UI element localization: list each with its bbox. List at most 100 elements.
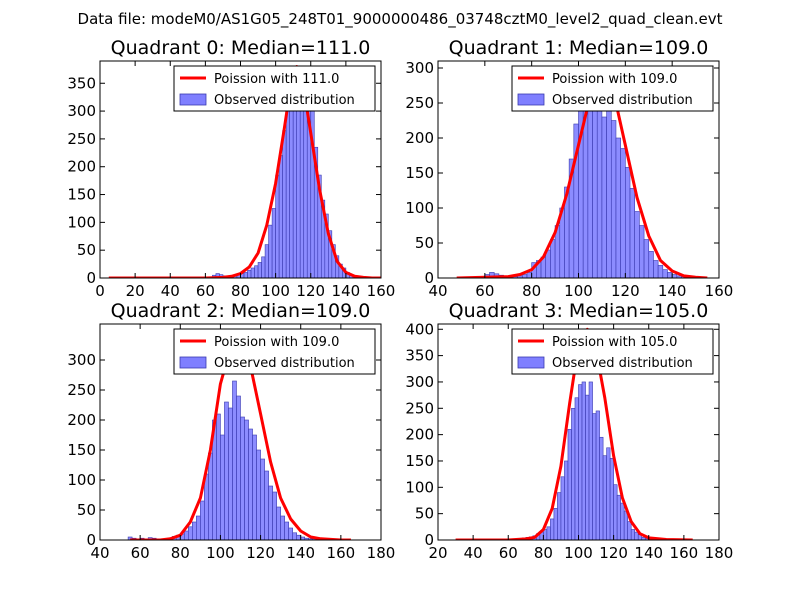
histogram-bars [511, 381, 657, 540]
legend-bar-swatch [517, 93, 545, 106]
histogram-bar [285, 110, 290, 278]
histogram-bar [567, 429, 572, 540]
histogram-bar [216, 413, 221, 540]
histogram-bar [220, 434, 225, 540]
y-tick-label: 150 [405, 452, 434, 470]
histogram-bar [254, 265, 259, 278]
histogram-bar [610, 120, 617, 278]
histogram-bar [232, 380, 237, 540]
histogram-bar [303, 88, 308, 278]
histogram-bars [484, 99, 706, 278]
histogram-bar [278, 155, 283, 278]
legend-label-observed: Observed distribution [552, 356, 693, 371]
histogram-bar [634, 531, 639, 540]
x-tick-label: 80 [231, 282, 250, 300]
figure-title: Data file: modeM0/AS1G05_248T01_90000004… [78, 10, 723, 29]
panel-title: Quadrant 2: Median=109.0 [111, 300, 371, 322]
histogram-bar [275, 174, 280, 278]
histogram-bar [581, 381, 586, 540]
x-tick-label: 40 [464, 544, 483, 562]
y-tick-label: 300 [67, 351, 96, 369]
x-tick-label: 160 [327, 544, 356, 562]
histogram-bar [620, 502, 625, 540]
histogram-bar [236, 395, 241, 540]
y-tick-label: 0 [86, 269, 96, 287]
histogram-bar [280, 515, 285, 540]
histogram-bar [557, 492, 562, 540]
histogram-bar [243, 272, 248, 278]
histogram-bar [224, 401, 229, 540]
histogram-bar [264, 470, 269, 540]
histogram-bar [601, 116, 607, 278]
histogram-bar [671, 274, 678, 278]
legend-label-fit: Poission with 109.0 [214, 335, 339, 350]
histogram-bar [625, 167, 631, 278]
legend-box [173, 328, 376, 375]
x-tick-label: 180 [367, 544, 396, 562]
x-tick-label: 20 [428, 544, 447, 562]
histogram-bar [268, 224, 273, 278]
histogram-bar [296, 534, 302, 540]
panel-title: Quadrant 0: Median=111.0 [111, 37, 371, 59]
y-tick-label: 250 [67, 381, 96, 399]
histogram-bar [564, 460, 569, 540]
histogram-bar [602, 455, 607, 540]
legend-box [173, 65, 376, 112]
legend-label-observed: Observed distribution [214, 93, 355, 108]
legend: Poission with 111.0 Observed distribution [173, 65, 376, 112]
histogram-bar [296, 82, 301, 278]
x-tick-label: 140 [658, 282, 687, 300]
y-tick-label: 150 [67, 441, 96, 459]
histogram-bar [288, 527, 293, 540]
histogram-bar [615, 137, 621, 278]
histogram-bar [545, 249, 551, 278]
histogram-bar [188, 526, 193, 540]
histogram-bar [588, 381, 593, 540]
y-tick-label: 50 [415, 505, 434, 523]
legend-label-fit: Poission with 105.0 [552, 335, 677, 350]
histogram-bar [639, 225, 645, 278]
y-tick-label: 100 [405, 199, 434, 217]
histogram-bar [596, 106, 603, 278]
x-tick-label: 60 [475, 282, 494, 300]
histogram-bar [578, 384, 583, 540]
histogram-bar [264, 244, 269, 278]
histogram-bar [606, 447, 611, 540]
histogram-bar [560, 476, 565, 540]
x-tick-label: 120 [611, 282, 640, 300]
histogram-bars [127, 380, 322, 540]
histogram-bar [653, 260, 659, 278]
y-tick-label: 50 [415, 234, 434, 252]
histogram-bar [261, 256, 266, 278]
x-tick-label: 120 [599, 544, 628, 562]
histogram-bar [276, 506, 281, 540]
histogram-bar [587, 99, 593, 278]
histogram-bar [616, 494, 621, 540]
x-tick-label: 160 [367, 282, 396, 300]
histogram-bar [248, 428, 253, 540]
legend-label-observed: Observed distribution [214, 356, 355, 371]
histogram-bar [208, 452, 213, 540]
panel-title: Quadrant 3: Median=105.0 [449, 300, 709, 322]
histogram-bar [662, 269, 668, 278]
histogram-bar [592, 413, 597, 540]
y-tick-label: 150 [405, 164, 434, 182]
histogram-bar [546, 526, 551, 540]
x-tick-label: 120 [296, 282, 325, 300]
histogram-bar [196, 515, 201, 540]
legend-label-fit: Poission with 111.0 [214, 72, 339, 87]
y-tick-label: 300 [405, 59, 434, 77]
histogram-bar [192, 521, 197, 540]
histogram-bar [585, 394, 590, 540]
histogram-bar [595, 410, 600, 540]
x-tick-label: 60 [196, 282, 215, 300]
histogram-bar [582, 106, 589, 278]
chart-panel-3: 20 40 60 80 100 120 140 160 180 0 50 100 150 200 250 30… [405, 300, 733, 562]
histogram-bar [200, 500, 205, 540]
legend-box [511, 65, 714, 112]
y-tick-label: 50 [77, 241, 96, 259]
x-tick-label: 180 [705, 544, 734, 562]
y-tick-label: 0 [424, 531, 434, 549]
legend-bar-swatch [179, 93, 207, 106]
